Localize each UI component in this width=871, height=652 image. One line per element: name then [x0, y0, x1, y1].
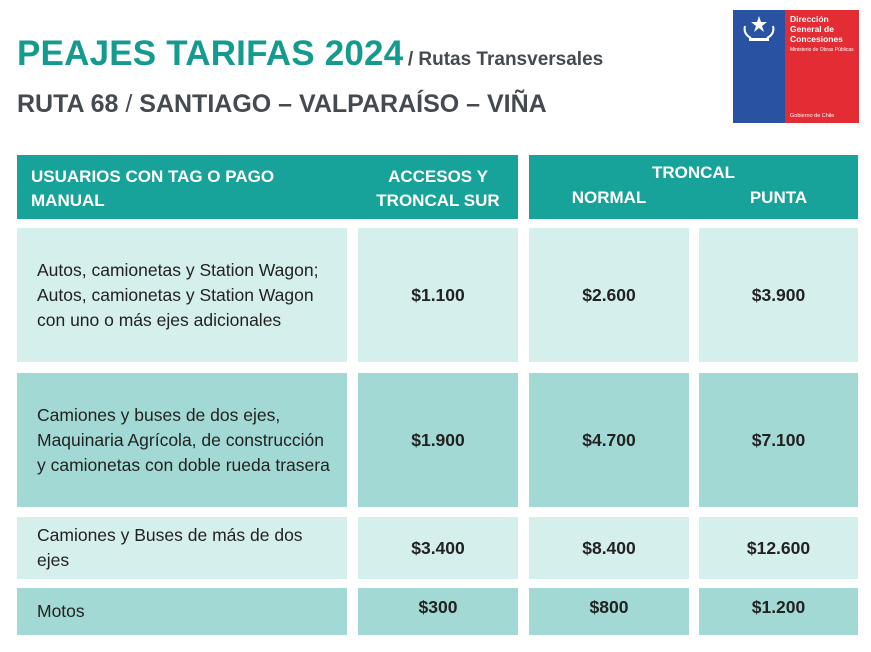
- logo-ministry: Ministerio de Obras Públicas: [790, 47, 854, 53]
- logo-red-panel: Dirección General de Concesiones Ministe…: [785, 10, 859, 123]
- row-3-description: Camiones y Buses de más de dos ejes: [17, 517, 347, 579]
- government-logo: Dirección General de Concesiones Ministe…: [733, 10, 859, 123]
- logo-agency: Dirección General de Concesiones: [790, 14, 843, 44]
- logo-government: Gobierno de Chile: [790, 113, 835, 119]
- row-2-description: Camiones y buses de dos ejes, Maquinaria…: [17, 373, 347, 507]
- route-separator: /: [125, 90, 133, 118]
- row-4-normal-price: $800: [529, 588, 689, 635]
- troncal-normal-label: NORMAL: [571, 188, 647, 207]
- column-header-access: ACCESOS Y TRONCAL SUR: [358, 155, 518, 219]
- row-3-access-price: $3.400: [358, 517, 518, 579]
- row-2-access-price: $1.900: [358, 373, 518, 507]
- troncal-punta-label: PUNTA: [749, 188, 808, 207]
- row-1-description: Autos, camionetas y Station Wagon; Autos…: [17, 228, 347, 362]
- row-3-punta-price: $12.600: [699, 517, 858, 579]
- title-main: PEAJES TARIFAS 2024: [17, 34, 404, 73]
- column-header-troncal: TRONCAL NORMAL PUNTA: [529, 155, 858, 219]
- row-1-access-price: $1.100: [358, 228, 518, 362]
- logo-blue-panel: [733, 10, 785, 123]
- row-2-punta-price: $7.100: [699, 373, 858, 507]
- row-4-description: Motos: [17, 588, 347, 635]
- row-3-normal-price: $8.400: [529, 517, 689, 579]
- coat-of-arms-icon: [743, 16, 775, 41]
- route-title: RUTA 68 / SANTIAGO – VALPARAÍSO – VIÑA: [17, 90, 547, 119]
- row-1-punta-price: $3.900: [699, 228, 858, 362]
- row-2-normal-price: $4.700: [529, 373, 689, 507]
- troncal-label: TRONCAL: [651, 163, 736, 182]
- route-cities: SANTIAGO – VALPARAÍSO – VIÑA: [139, 90, 547, 118]
- column-header-users: USUARIOS CON TAG O PAGO MANUAL: [17, 155, 358, 219]
- row-4-access-price: $300: [358, 588, 518, 635]
- row-4-punta-price: $1.200: [699, 588, 858, 635]
- route-prefix: RUTA 68: [17, 90, 119, 118]
- row-1-normal-price: $2.600: [529, 228, 689, 362]
- title-subtitle: / Rutas Transversales: [407, 49, 604, 70]
- page-title: PEAJES TARIFAS 2024 / Rutas Transversale…: [17, 34, 603, 74]
